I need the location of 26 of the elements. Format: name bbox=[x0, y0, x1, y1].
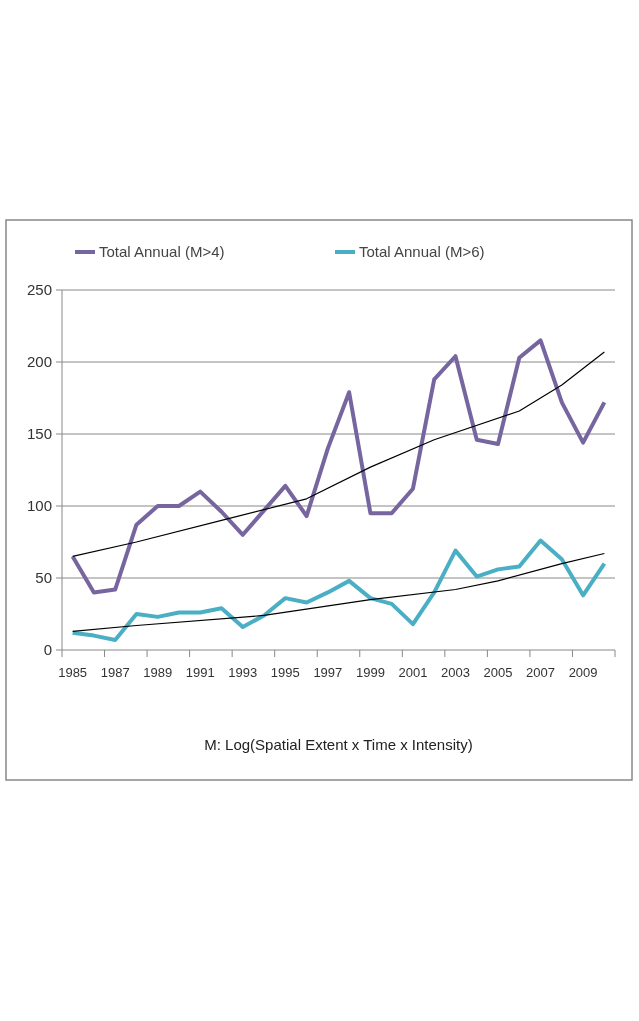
x-axis-title: M: Log(Spatial Extent x Time x Intensity) bbox=[204, 736, 473, 753]
line-series bbox=[70, 538, 607, 642]
x-tick-label: 1993 bbox=[228, 664, 258, 680]
x-tick-label: 1991 bbox=[185, 664, 215, 680]
y-tick-label: 150 bbox=[26, 425, 52, 443]
y-tick-label: 50 bbox=[35, 569, 52, 587]
line-series bbox=[72, 351, 605, 557]
x-tick-label: 2009 bbox=[568, 664, 598, 680]
y-tick-label: 0 bbox=[43, 641, 52, 659]
y-tick-label: 250 bbox=[26, 281, 52, 299]
x-tick-label: 1995 bbox=[270, 664, 300, 680]
legend-label: Total Annual (M>4) bbox=[99, 243, 225, 261]
x-tick-label: 2007 bbox=[526, 664, 556, 680]
x-tick-label: 1989 bbox=[143, 664, 173, 680]
line-series bbox=[70, 338, 607, 595]
y-tick-label: 200 bbox=[26, 353, 52, 371]
x-tick-label: 2003 bbox=[441, 664, 470, 680]
x-tick-label: 1997 bbox=[313, 664, 343, 680]
x-tick-label: 1987 bbox=[100, 664, 130, 680]
line-series bbox=[72, 552, 605, 632]
legend-label: Total Annual (M>6) bbox=[359, 243, 485, 261]
x-tick-label: 2005 bbox=[483, 664, 513, 680]
x-tick-label: 2001 bbox=[398, 664, 428, 680]
y-tick-label: 100 bbox=[26, 497, 52, 515]
x-tick-label: 1985 bbox=[58, 664, 88, 680]
x-tick-label: 1999 bbox=[355, 664, 385, 680]
